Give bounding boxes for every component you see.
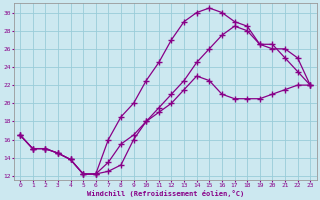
X-axis label: Windchill (Refroidissement éolien,°C): Windchill (Refroidissement éolien,°C)	[86, 190, 244, 197]
